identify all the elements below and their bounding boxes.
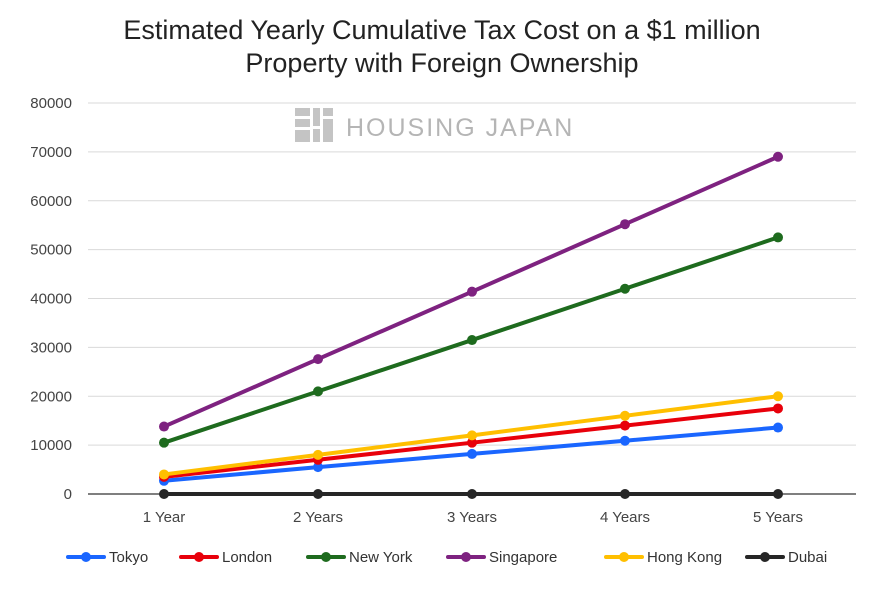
series-dubai	[159, 489, 783, 499]
legend-swatch-dot	[760, 552, 770, 562]
data-point	[773, 422, 783, 433]
data-point	[313, 462, 323, 473]
watermark: HOUSING JAPAN	[295, 108, 574, 142]
data-point	[773, 232, 783, 243]
data-point	[467, 286, 477, 297]
data-point	[620, 283, 630, 294]
legend-label: Hong Kong	[647, 549, 722, 566]
x-tick-label: 1 Year	[143, 509, 186, 526]
legend-item-dubai: Dubai	[745, 549, 827, 566]
data-point	[620, 420, 630, 431]
data-point	[773, 151, 783, 162]
x-axis-ticks: 1 Year 2 Years 3 Years 4 Years 5 Years	[143, 509, 803, 526]
x-tick-label: 5 Years	[753, 509, 803, 526]
data-point	[467, 448, 477, 459]
y-tick-label: 60000	[30, 193, 72, 210]
legend-item-singapore: Singapore	[446, 549, 557, 566]
y-tick-label: 20000	[30, 388, 72, 405]
data-point	[773, 403, 783, 414]
data-point	[313, 489, 323, 499]
y-tick-label: 40000	[30, 291, 72, 308]
data-point	[467, 335, 477, 346]
data-point	[159, 489, 169, 499]
legend-swatch-dot	[321, 552, 331, 562]
data-point	[620, 410, 630, 421]
chart-title-line-2: Property with Foreign Ownership	[245, 48, 638, 78]
x-tick-label: 2 Years	[293, 509, 343, 526]
legend-swatch-dot	[619, 552, 629, 562]
data-point	[467, 430, 477, 441]
y-tick-label: 70000	[30, 144, 72, 161]
housing-japan-logo-icon	[295, 108, 333, 142]
legend-label: Singapore	[489, 549, 557, 566]
data-point	[313, 354, 323, 365]
y-tick-label: 30000	[30, 339, 72, 356]
legend-label: Dubai	[788, 549, 827, 566]
y-axis-ticks: 0 10000 20000 30000 40000 50000 60000 70000 8000…	[30, 95, 72, 503]
legend-label: New York	[349, 549, 413, 566]
data-point	[159, 437, 169, 448]
data-point	[159, 421, 169, 432]
legend-item-new-york: New York	[306, 549, 413, 566]
data-point	[620, 489, 630, 499]
data-point	[467, 489, 477, 499]
data-point	[773, 391, 783, 402]
legend-swatch-dot	[461, 552, 471, 562]
x-tick-label: 3 Years	[447, 509, 497, 526]
legend: Tokyo London New York Singapore Hong Kong Dub…	[66, 549, 827, 566]
series-new-york	[159, 232, 783, 448]
data-point	[620, 435, 630, 446]
data-point	[620, 219, 630, 230]
series-hong-kong	[159, 391, 783, 480]
series-singapore	[159, 151, 783, 432]
data-point	[467, 437, 477, 448]
y-tick-label: 50000	[30, 242, 72, 259]
series-group	[159, 151, 783, 499]
legend-label: London	[222, 549, 272, 566]
legend-swatch-dot	[81, 552, 91, 562]
y-tick-label: 10000	[30, 437, 72, 454]
legend-item-tokyo: Tokyo	[66, 549, 148, 566]
data-point	[773, 489, 783, 499]
y-tick-label: 80000	[30, 95, 72, 112]
legend-swatch-dot	[194, 552, 204, 562]
data-point	[159, 469, 169, 480]
x-tick-label: 4 Years	[600, 509, 650, 526]
chart-title-line-1: Estimated Yearly Cumulative Tax Cost on …	[123, 15, 760, 45]
legend-item-london: London	[179, 549, 272, 566]
legend-label: Tokyo	[109, 549, 148, 566]
y-tick-label: 0	[64, 486, 72, 503]
data-point	[313, 449, 323, 460]
data-point	[313, 386, 323, 397]
watermark-text: HOUSING JAPAN	[346, 114, 574, 142]
legend-item-hong-kong: Hong Kong	[604, 549, 722, 566]
